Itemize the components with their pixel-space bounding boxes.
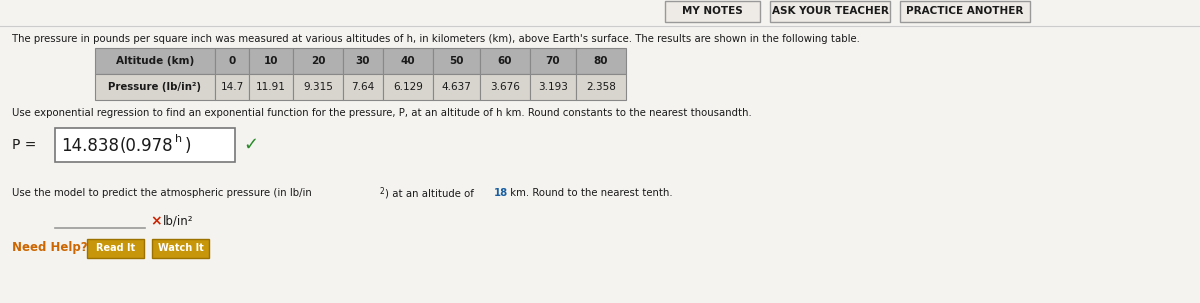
Text: 14.7: 14.7 xyxy=(221,82,244,92)
FancyBboxPatch shape xyxy=(215,74,250,100)
FancyBboxPatch shape xyxy=(480,48,530,74)
Text: P =: P = xyxy=(12,138,36,152)
FancyBboxPatch shape xyxy=(480,74,530,100)
FancyBboxPatch shape xyxy=(383,48,433,74)
Text: Altitude (km): Altitude (km) xyxy=(116,56,194,66)
Text: 3.676: 3.676 xyxy=(490,82,520,92)
FancyBboxPatch shape xyxy=(433,48,480,74)
FancyBboxPatch shape xyxy=(343,74,383,100)
Text: 80: 80 xyxy=(594,56,608,66)
Text: lb/in²: lb/in² xyxy=(163,215,193,228)
Text: (0.978: (0.978 xyxy=(120,137,174,155)
Text: 18: 18 xyxy=(494,188,509,198)
FancyBboxPatch shape xyxy=(576,48,626,74)
FancyBboxPatch shape xyxy=(55,128,235,162)
Text: Need Help?: Need Help? xyxy=(12,241,88,255)
FancyBboxPatch shape xyxy=(215,48,250,74)
Text: 4.637: 4.637 xyxy=(442,82,472,92)
Text: The pressure in pounds per square inch was measured at various altitudes of h, i: The pressure in pounds per square inch w… xyxy=(12,34,860,44)
Text: MY NOTES: MY NOTES xyxy=(682,6,743,16)
Text: 6.129: 6.129 xyxy=(394,82,422,92)
FancyBboxPatch shape xyxy=(665,1,760,22)
Text: ) at an altitude of: ) at an altitude of xyxy=(385,188,478,198)
Text: ): ) xyxy=(185,137,192,155)
Text: 0: 0 xyxy=(228,56,235,66)
FancyBboxPatch shape xyxy=(95,48,215,74)
Text: ✓: ✓ xyxy=(242,136,258,154)
FancyBboxPatch shape xyxy=(250,74,293,100)
FancyBboxPatch shape xyxy=(88,238,144,258)
Text: ASK YOUR TEACHER: ASK YOUR TEACHER xyxy=(772,6,888,16)
Text: 7.64: 7.64 xyxy=(352,82,374,92)
Text: 20: 20 xyxy=(311,56,325,66)
Text: 30: 30 xyxy=(355,56,371,66)
Text: 2.358: 2.358 xyxy=(586,82,616,92)
Text: km. Round to the nearest tenth.: km. Round to the nearest tenth. xyxy=(508,188,673,198)
Text: 60: 60 xyxy=(498,56,512,66)
Text: ×: × xyxy=(150,214,162,228)
FancyBboxPatch shape xyxy=(293,74,343,100)
Text: 70: 70 xyxy=(546,56,560,66)
Text: 9.315: 9.315 xyxy=(304,82,332,92)
FancyBboxPatch shape xyxy=(383,74,433,100)
Text: 2: 2 xyxy=(380,187,385,196)
Text: Watch It: Watch It xyxy=(157,243,203,253)
FancyBboxPatch shape xyxy=(152,238,209,258)
Text: 14.838: 14.838 xyxy=(61,137,119,155)
FancyBboxPatch shape xyxy=(900,1,1030,22)
FancyBboxPatch shape xyxy=(770,1,890,22)
Text: 10: 10 xyxy=(264,56,278,66)
FancyBboxPatch shape xyxy=(343,48,383,74)
FancyBboxPatch shape xyxy=(530,48,576,74)
FancyBboxPatch shape xyxy=(576,74,626,100)
FancyBboxPatch shape xyxy=(530,74,576,100)
Text: 11.91: 11.91 xyxy=(256,82,286,92)
FancyBboxPatch shape xyxy=(433,74,480,100)
Text: 50: 50 xyxy=(449,56,463,66)
FancyBboxPatch shape xyxy=(250,48,293,74)
FancyBboxPatch shape xyxy=(95,74,215,100)
Text: Read It: Read It xyxy=(96,243,136,253)
FancyBboxPatch shape xyxy=(293,48,343,74)
Text: PRACTICE ANOTHER: PRACTICE ANOTHER xyxy=(906,6,1024,16)
Text: h: h xyxy=(175,134,182,144)
Text: Use the model to predict the atmospheric pressure (in lb/in: Use the model to predict the atmospheric… xyxy=(12,188,312,198)
Text: 40: 40 xyxy=(401,56,415,66)
Text: Use exponential regression to find an exponential function for the pressure, P, : Use exponential regression to find an ex… xyxy=(12,108,751,118)
Text: 3.193: 3.193 xyxy=(538,82,568,92)
Text: Pressure (lb/in²): Pressure (lb/in²) xyxy=(108,82,202,92)
